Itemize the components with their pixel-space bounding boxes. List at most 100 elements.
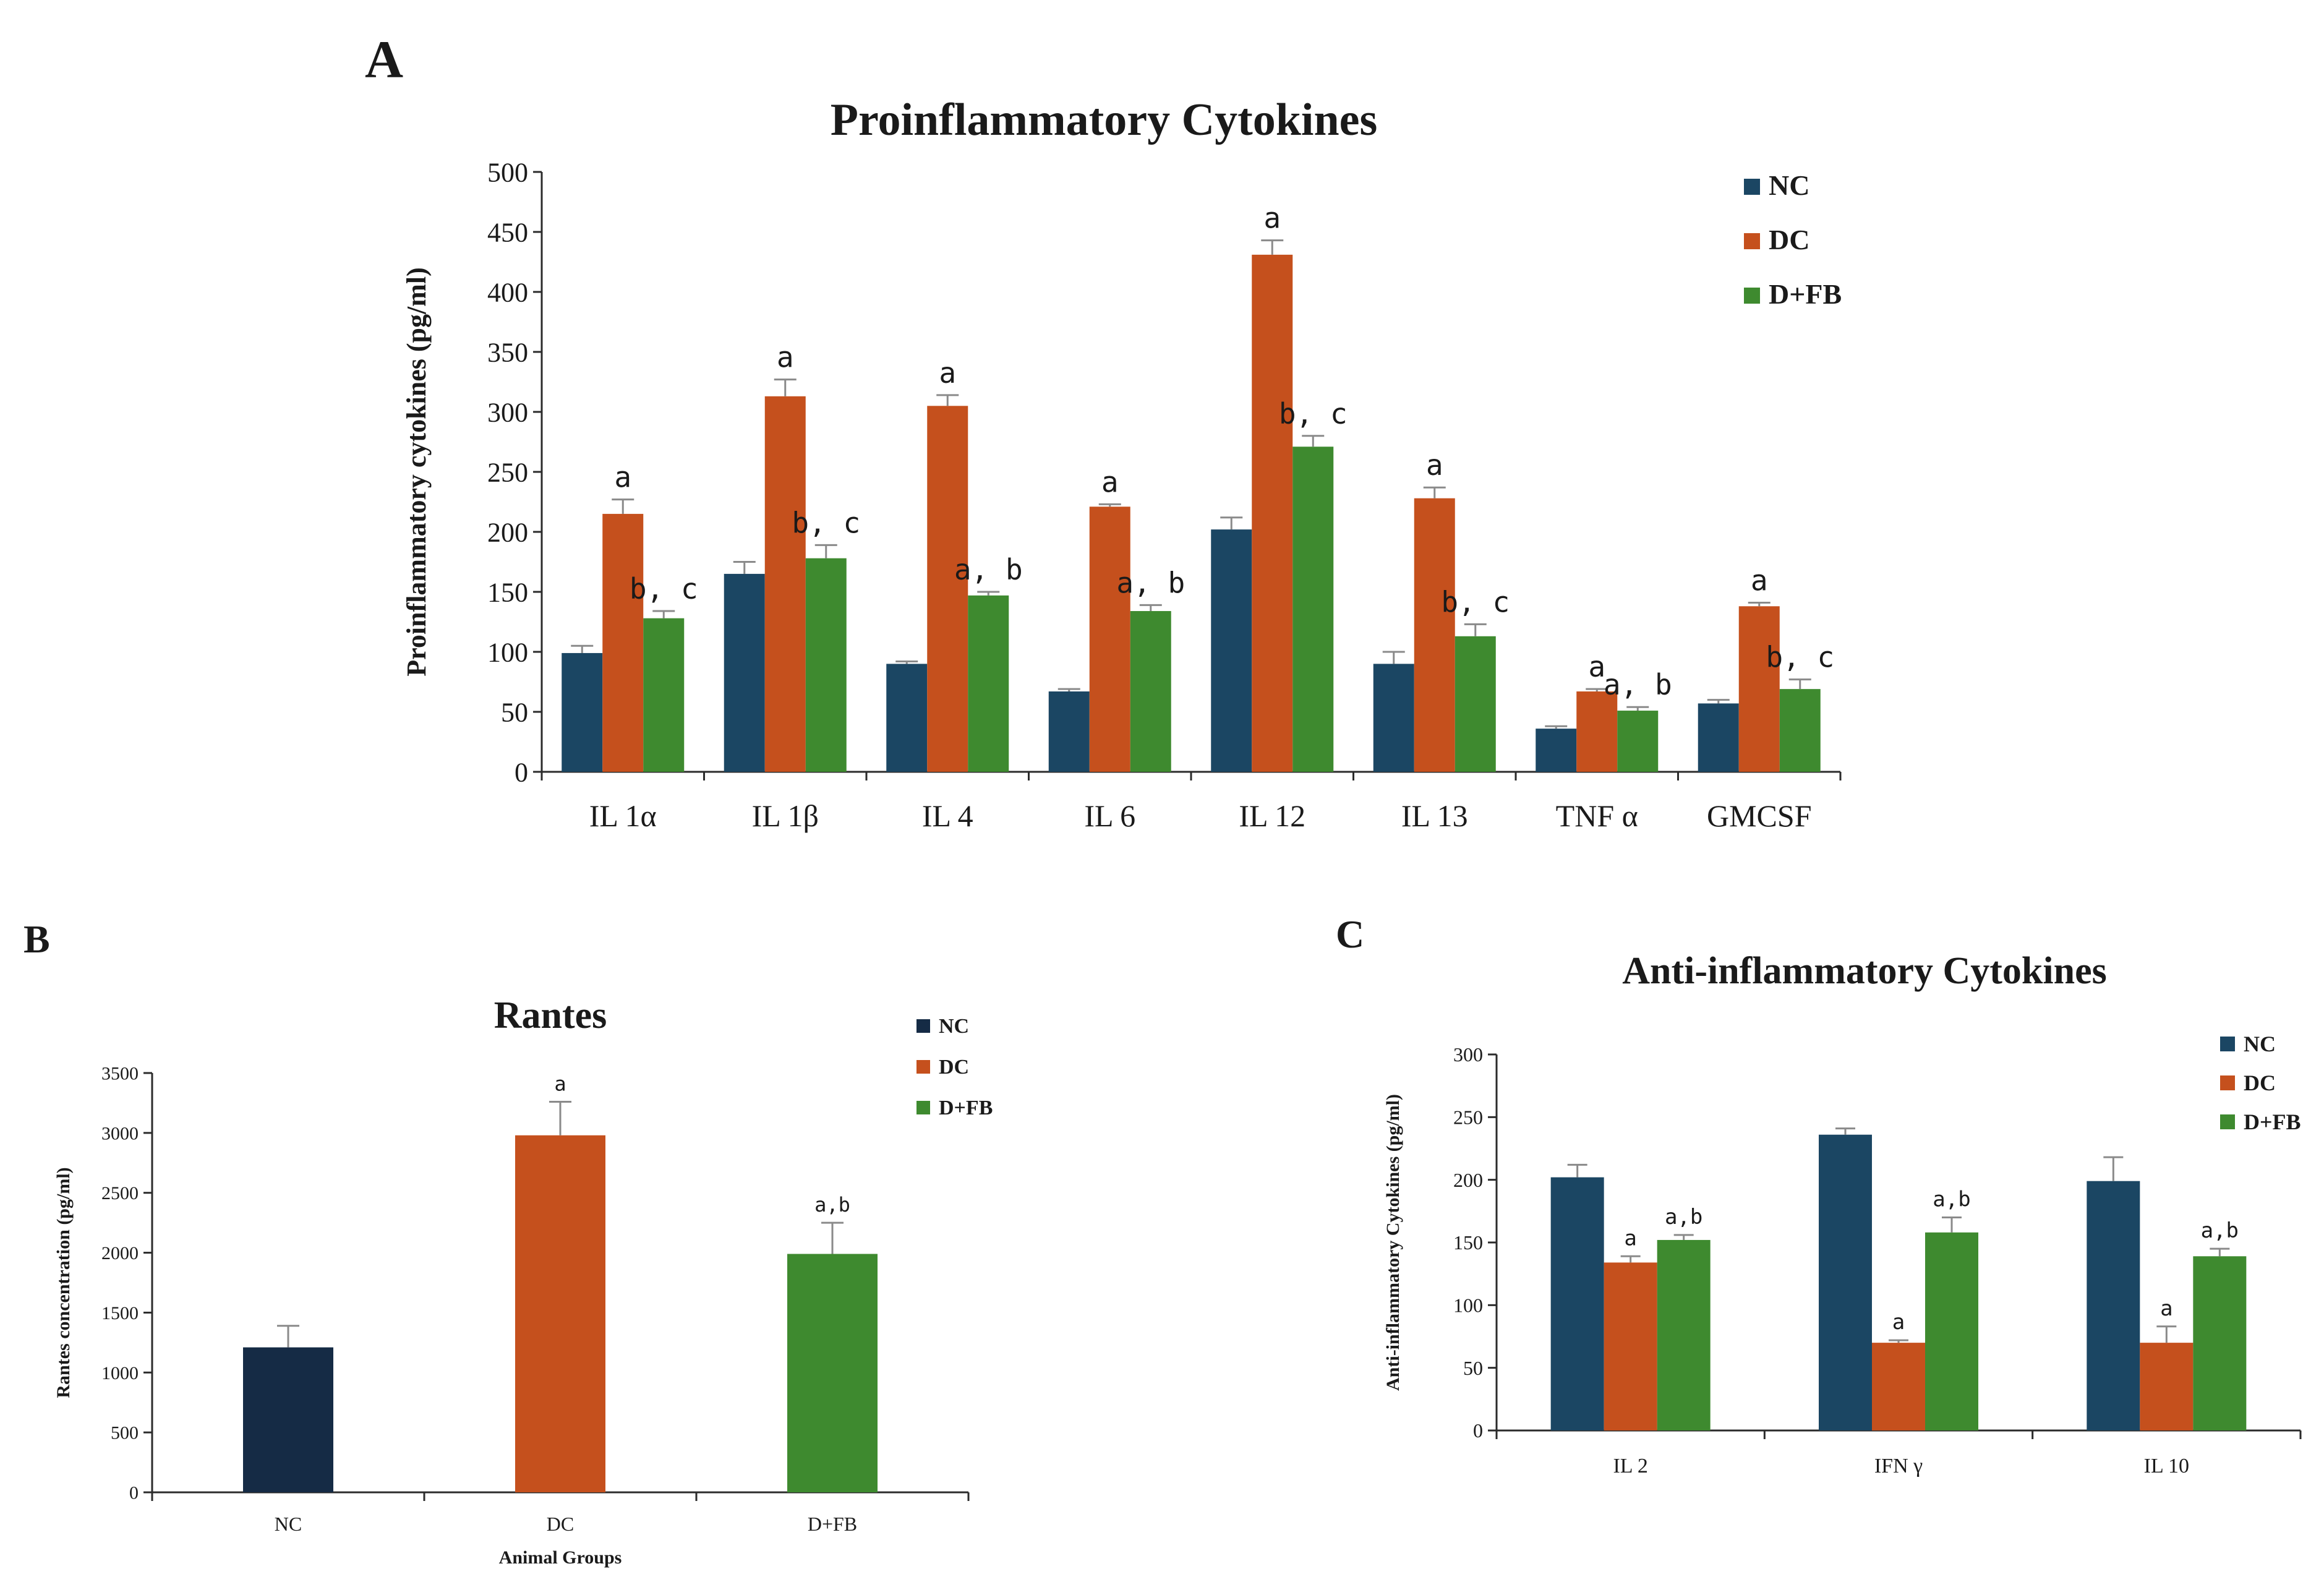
bar: [805, 558, 847, 772]
bar: [602, 513, 644, 772]
bar: [1819, 1134, 1872, 1430]
y-tick-label: 300: [487, 397, 528, 427]
bar: [787, 1254, 878, 1492]
legend-swatch: [2220, 1114, 2235, 1129]
bar: [764, 396, 806, 772]
legend-label: D+FB: [1769, 278, 1842, 310]
legend-label: DC: [1769, 224, 1809, 255]
legend-swatch: [916, 1019, 930, 1033]
legend-swatch: [1744, 179, 1760, 195]
bar: [1576, 691, 1618, 772]
y-tick-label: 250: [1453, 1106, 1483, 1129]
significance-label: a: [2160, 1296, 2172, 1321]
bar: [2193, 1256, 2247, 1430]
significance-label: a: [1263, 202, 1281, 235]
bar: [1130, 611, 1171, 772]
x-tick-label: IL 2: [1613, 1455, 1647, 1477]
significance-label: a: [614, 461, 631, 494]
y-tick-label: 250: [487, 457, 528, 487]
bar: [1698, 703, 1739, 772]
bar: [1925, 1232, 1978, 1430]
bar: [1252, 254, 1293, 772]
bar: [1414, 498, 1455, 772]
proinflammatory-chart: Proinflammatory Cytokines 0 50 100 150 200 250…: [401, 95, 1842, 833]
y-axis-label: Proinflammatory cytokines (pg/ml): [401, 267, 432, 677]
significance-label: a: [939, 356, 956, 390]
x-axis-label: Animal Groups: [499, 1547, 622, 1568]
bar: [1048, 691, 1090, 772]
x-tick-label: DC: [547, 1513, 574, 1535]
y-tick-label: 50: [501, 697, 528, 727]
y-tick-label: 0: [1473, 1419, 1483, 1442]
x-tick-label: IFN γ: [1874, 1455, 1923, 1477]
significance-label: a,b: [814, 1193, 850, 1216]
y-tick-label: 50: [1463, 1357, 1483, 1379]
y-tick-label: 150: [1453, 1231, 1483, 1254]
x-tick-label: IL 10: [2144, 1455, 2189, 1477]
significance-label: a: [777, 341, 794, 374]
bar: [1872, 1343, 1925, 1430]
legend-swatch: [2220, 1075, 2235, 1090]
significance-label: a: [1751, 563, 1768, 597]
chart-title: Proinflammatory Cytokines: [831, 95, 1378, 145]
x-tick-label: D+FB: [808, 1513, 857, 1535]
legend-swatch: [1744, 233, 1760, 249]
bar: [1738, 606, 1780, 772]
y-tick-label: 100: [487, 637, 528, 667]
bar: [515, 1135, 605, 1492]
y-tick-label: 150: [487, 577, 528, 607]
y-tick-label: 400: [487, 277, 528, 307]
y-tick-label: 3000: [101, 1123, 139, 1144]
significance-label: a: [1624, 1226, 1636, 1251]
x-tick-label: IL 4: [922, 798, 973, 833]
bar: [1604, 1262, 1657, 1430]
panel-letter-b: B: [23, 917, 50, 961]
bar: [968, 595, 1009, 772]
legend-swatch: [916, 1101, 930, 1114]
bar: [1779, 689, 1821, 772]
panel-letter-a: A: [365, 30, 403, 89]
bar: [1617, 711, 1659, 772]
x-tick-label: IL 1β: [752, 798, 819, 833]
y-tick-label: 350: [487, 337, 528, 367]
significance-label: b, c: [1279, 397, 1348, 430]
y-tick-label: 200: [1453, 1169, 1483, 1191]
significance-label: a,b: [1933, 1187, 1970, 1212]
bar: [1373, 664, 1414, 772]
x-tick-label: IL 1α: [589, 798, 657, 833]
bar: [1536, 729, 1577, 772]
bar: [1089, 507, 1130, 772]
legend-label: NC: [1769, 169, 1809, 201]
y-tick-label: 2000: [101, 1243, 139, 1263]
significance-label: b, c: [1441, 585, 1510, 618]
legend-swatch: [1744, 288, 1760, 304]
bar: [927, 406, 968, 772]
y-tick-label: 500: [111, 1423, 139, 1443]
significance-label: a, b: [954, 553, 1023, 586]
y-tick-label: 1500: [101, 1303, 139, 1323]
legend-swatch: [2220, 1037, 2235, 1051]
y-tick-label: 0: [129, 1483, 139, 1503]
y-tick-label: 500: [487, 157, 528, 187]
y-tick-label: 200: [487, 517, 528, 547]
bar: [724, 573, 765, 772]
bar: [1550, 1177, 1604, 1430]
bar: [2087, 1181, 2140, 1430]
y-tick-label: 100: [1453, 1294, 1483, 1317]
x-tick-label: GMCSF: [1707, 798, 1812, 833]
chart-title: Anti-inflammatory Cytokines: [1622, 950, 2107, 992]
significance-label: a,b: [1665, 1205, 1702, 1229]
x-tick-label: TNF α: [1556, 798, 1638, 833]
significance-label: b, c: [792, 506, 860, 539]
bar: [1211, 529, 1252, 772]
legend-label: DC: [939, 1056, 969, 1079]
bar: [886, 664, 928, 772]
y-tick-label: 2500: [101, 1183, 139, 1204]
bar: [643, 618, 685, 772]
significance-label: a: [1101, 465, 1119, 498]
y-tick-label: 3500: [101, 1064, 139, 1084]
legend-label: D+FB: [939, 1097, 993, 1119]
x-tick-label: IL 12: [1239, 798, 1305, 833]
bar: [562, 652, 603, 772]
